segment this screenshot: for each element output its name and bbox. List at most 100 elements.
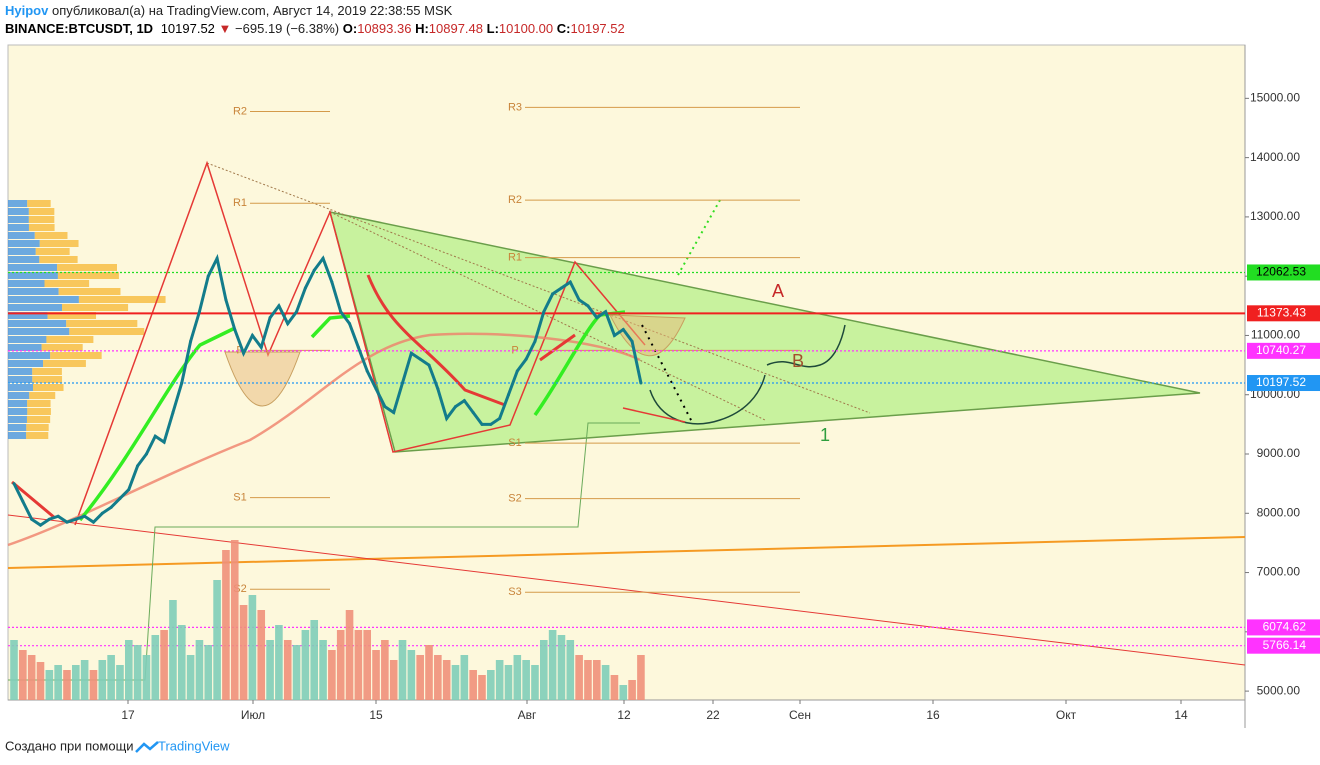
header-line: Hyipov опубликовал(а) на TradingView.com… <box>5 3 453 18</box>
profile-bar <box>50 352 102 359</box>
close-point <box>630 339 634 343</box>
y-tick-label: 7000.00 <box>1257 565 1301 579</box>
close-point <box>268 316 272 320</box>
close-point <box>189 339 193 343</box>
close-point <box>462 399 466 403</box>
volume-bar <box>637 655 645 700</box>
close-point <box>286 322 290 326</box>
profile-bar <box>8 360 44 367</box>
close-point <box>365 369 369 373</box>
profile-bar <box>8 288 59 295</box>
volume-bar <box>504 665 513 700</box>
profile-bar <box>8 368 33 375</box>
price-label: 10197.52 <box>1256 375 1306 389</box>
close-point <box>136 464 140 468</box>
trend-line <box>329 211 766 421</box>
profile-bar <box>69 328 145 335</box>
profile-bar <box>26 416 51 423</box>
close-point <box>454 405 457 409</box>
close-point <box>330 280 334 284</box>
volume-bar <box>628 680 636 700</box>
y-tick-label: 9000.00 <box>1257 446 1301 460</box>
close-point <box>83 514 87 518</box>
close-point <box>91 520 95 524</box>
close-point <box>409 351 413 355</box>
volume-bar <box>557 635 566 700</box>
profile-bar <box>8 208 29 215</box>
price-label: 10740.27 <box>1256 343 1306 357</box>
close-point <box>383 405 387 409</box>
close-point <box>533 339 537 343</box>
y-tick-label: 13000.00 <box>1250 209 1300 223</box>
profile-bar <box>8 200 28 207</box>
close-point <box>38 523 42 527</box>
volume-bar <box>107 655 115 700</box>
close-point <box>259 345 263 349</box>
footer-brand[interactable]: TradingView <box>158 738 230 753</box>
close-point <box>127 488 131 492</box>
profile-bar <box>8 240 40 247</box>
volume-bar <box>363 630 371 700</box>
volume-bar <box>124 640 133 700</box>
close-point <box>489 422 493 426</box>
c-label: C: <box>557 21 571 36</box>
close-point <box>206 274 210 278</box>
published: опубликовал(а) на TradingView.com, Авгус… <box>52 3 453 18</box>
annotation: A <box>772 281 784 301</box>
volume-bar <box>160 630 168 700</box>
close-point <box>312 268 316 272</box>
x-tick-label: 12 <box>617 708 631 722</box>
profile-bar <box>26 424 49 431</box>
down: ▼ <box>219 21 232 36</box>
profile-bar <box>8 352 51 359</box>
profile-bar <box>78 296 166 303</box>
volume-bar <box>319 640 327 700</box>
price: 10197.52 <box>161 21 215 36</box>
l-label: L: <box>487 21 499 36</box>
close-point <box>621 328 625 332</box>
pivot-label: R3 <box>508 101 522 113</box>
profile-bar <box>8 264 58 271</box>
close-line <box>12 253 643 527</box>
price-label-bg <box>1247 637 1320 654</box>
volume-bar <box>522 660 530 700</box>
profile-bar <box>39 240 79 247</box>
profile-bar <box>43 360 86 367</box>
volume-bar <box>186 655 195 700</box>
symbol-line: BINANCE:BTCUSDT, 1D 10197.52 ▼ −695.19 (… <box>5 21 625 36</box>
volume-bar <box>381 640 389 700</box>
volume-bar <box>531 665 539 700</box>
x-tick-label: Окт <box>1056 708 1077 722</box>
volume-bar <box>601 665 610 700</box>
profile-bar <box>8 256 40 263</box>
profile-bar <box>8 320 67 327</box>
y-tick-label: 8000.00 <box>1257 505 1301 519</box>
x-tick-label: 16 <box>926 708 940 722</box>
profile-bar <box>8 224 29 231</box>
volume-bar <box>116 665 124 700</box>
profile-bar <box>8 384 33 391</box>
volume-bar <box>416 655 424 700</box>
close-point <box>436 387 440 391</box>
trend-line <box>7 514 1246 666</box>
close-point <box>144 452 148 456</box>
pivot-label: S1 <box>508 437 521 449</box>
price-axis <box>1245 45 1320 700</box>
profile-bar <box>28 208 55 215</box>
arrow <box>622 407 686 423</box>
profile-bar <box>27 400 51 407</box>
volume-bar <box>80 660 89 700</box>
profile-bar <box>34 232 68 239</box>
close-point <box>595 316 599 320</box>
close-point <box>524 357 528 361</box>
profile-bar <box>32 376 63 383</box>
pivot-label: S2 <box>508 492 521 504</box>
close-point <box>551 292 555 296</box>
profile-bar <box>8 432 27 439</box>
volume-bar <box>442 660 451 700</box>
profile-bar <box>8 296 79 303</box>
profile-bar <box>35 248 70 255</box>
volume-bar <box>478 675 486 700</box>
price-label-bg <box>1247 342 1320 359</box>
price-label-bg <box>1247 305 1320 322</box>
